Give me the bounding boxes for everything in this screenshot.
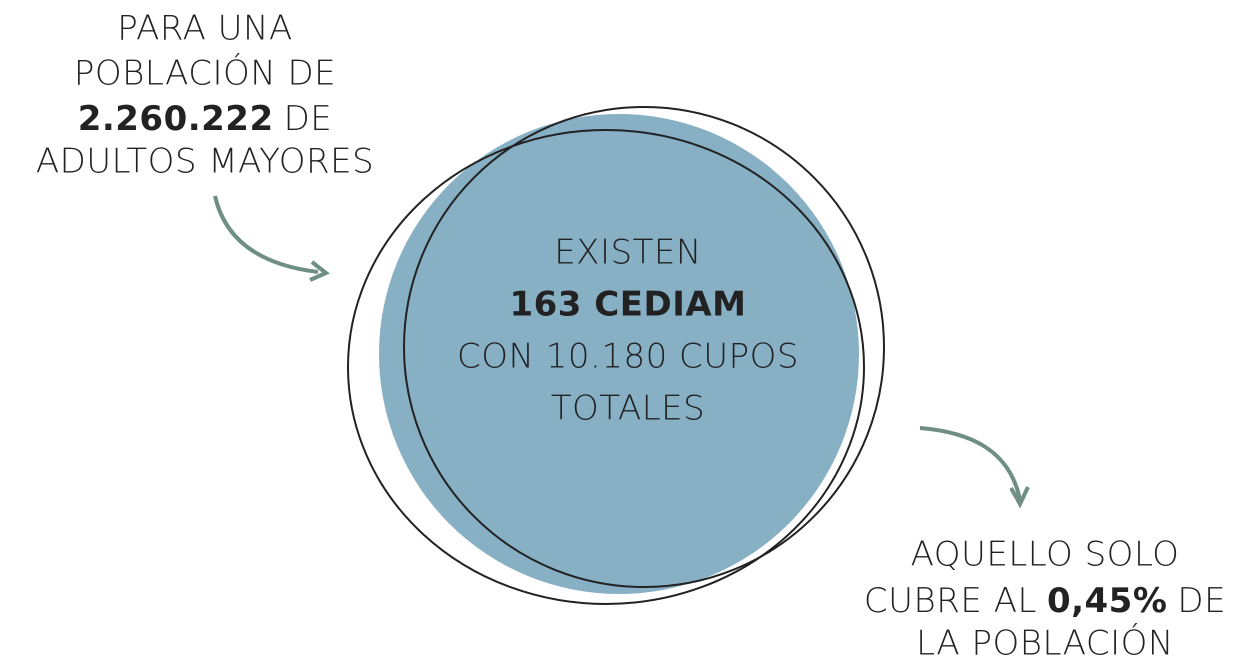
outline-circle [403,106,885,588]
arrow [919,426,1022,501]
note-line: POBLACIÓN DE [74,53,336,94]
figure: 2.260.222 [78,99,274,139]
note-line: CUBRE AL 0,45% DE [864,581,1226,621]
note-text: DE [284,99,333,139]
note-line: 2.260.222 DE [78,99,333,139]
arrow [213,195,319,274]
arrow-head [1009,486,1030,509]
outline-circle [347,129,865,605]
filled-circle [379,114,859,594]
note-line: AQUELLO SOLO [911,535,1180,575]
center-line: CON 10.180 CUPOS [457,337,799,377]
figure: 0,45% [1047,581,1167,621]
note-text: DE [1177,581,1226,621]
center-figure: 163 CEDIAM [509,285,746,325]
center-line: EXISTEN [554,233,702,273]
note-line: PARA UNA [117,9,292,49]
center-line: TOTALES [551,389,705,429]
arrow-head [309,260,330,282]
note-line: LA POBLACIÓN [916,623,1174,663]
note-line: ADULTOS MAYORES [36,142,374,182]
note-text: CUBRE AL [864,581,1037,621]
